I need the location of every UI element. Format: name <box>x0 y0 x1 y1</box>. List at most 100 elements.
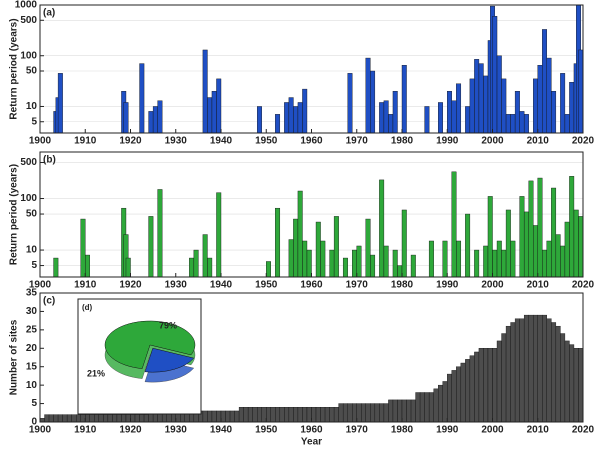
bar <box>523 114 529 134</box>
bar <box>496 340 502 423</box>
bar <box>379 403 385 423</box>
bar <box>383 245 389 278</box>
bar <box>397 265 403 278</box>
bar <box>207 257 213 278</box>
bar <box>469 355 475 423</box>
bar <box>478 63 484 134</box>
bar <box>442 381 448 423</box>
bar <box>546 57 552 134</box>
bar <box>288 97 294 134</box>
bar <box>288 239 294 278</box>
bar <box>410 254 416 278</box>
y-tick-label: 50 <box>26 66 38 77</box>
panel-label: (c) <box>43 296 55 307</box>
y-tick-label: 500 <box>20 157 37 168</box>
bar <box>505 114 511 134</box>
bar <box>220 410 226 423</box>
bar <box>514 90 520 134</box>
bar <box>451 100 457 134</box>
bar <box>356 245 362 278</box>
bar <box>465 213 471 278</box>
bar <box>537 177 543 278</box>
bar <box>451 171 457 278</box>
bar <box>551 187 557 278</box>
x-tick-label: 1970 <box>346 136 369 147</box>
bar <box>352 249 357 278</box>
bar <box>428 392 434 423</box>
bar <box>578 49 584 134</box>
bar <box>564 114 570 134</box>
bar <box>284 102 290 134</box>
y-tick-label: 5 <box>31 260 37 271</box>
x-tick-label: 1960 <box>300 425 323 436</box>
bar <box>492 16 498 134</box>
bar <box>297 407 303 423</box>
x-tick-label: 1990 <box>436 136 459 147</box>
y-tick-label: 1000 <box>15 0 38 11</box>
bar <box>89 414 95 423</box>
bar <box>578 216 584 278</box>
bar <box>266 407 271 423</box>
bar <box>483 245 489 278</box>
bar <box>320 240 326 278</box>
bar <box>216 410 222 423</box>
bar <box>424 106 430 134</box>
bar <box>53 257 59 278</box>
bar <box>456 366 462 423</box>
bar <box>94 414 100 423</box>
bar <box>519 111 525 134</box>
x-tick-label: 2000 <box>481 425 504 436</box>
bar <box>505 209 511 278</box>
x-tick-label: 2020 <box>572 280 595 291</box>
bar <box>216 192 222 278</box>
bar <box>275 407 281 423</box>
bar <box>546 240 552 278</box>
bar <box>347 403 353 423</box>
bar <box>410 399 416 423</box>
bar <box>478 348 484 423</box>
y-tick-label: 15 <box>26 361 38 372</box>
bar <box>297 102 303 134</box>
bar <box>143 414 149 423</box>
bar <box>229 410 235 423</box>
bar <box>465 106 471 134</box>
bar <box>523 314 529 423</box>
bar <box>315 407 321 423</box>
bar <box>573 348 579 423</box>
x-tick-label: 2000 <box>481 136 504 147</box>
x-tick-label: 1900 <box>29 136 52 147</box>
bar <box>243 407 249 423</box>
bar <box>329 407 335 423</box>
bar <box>297 190 303 278</box>
y-tick-label: 35 <box>26 288 38 299</box>
bar <box>356 403 362 423</box>
bar <box>157 100 163 134</box>
bar <box>352 403 357 423</box>
x-tick-label: 1970 <box>346 280 369 291</box>
bar <box>320 407 326 423</box>
bar <box>447 373 452 423</box>
bar <box>383 403 389 423</box>
bar <box>496 240 502 278</box>
y-tick-label: 50 <box>26 209 38 220</box>
bar <box>333 407 339 423</box>
bar <box>510 240 516 278</box>
bar <box>139 63 145 134</box>
bar <box>374 403 380 423</box>
bar <box>519 318 525 423</box>
bar <box>401 65 407 134</box>
x-tick-label: 1980 <box>391 425 414 436</box>
x-tick-label: 1920 <box>119 280 142 291</box>
bar <box>510 114 516 134</box>
panel-label: (d) <box>82 303 93 312</box>
bar <box>456 83 462 134</box>
bar <box>257 106 262 134</box>
bar <box>438 384 443 423</box>
bar <box>148 216 154 278</box>
bar <box>202 234 208 278</box>
bar <box>564 340 570 423</box>
pie-slice <box>104 320 196 369</box>
x-tick-label: 1950 <box>255 136 278 147</box>
x-tick-label: 1970 <box>346 425 369 436</box>
x-tick-label: 1990 <box>436 280 459 291</box>
